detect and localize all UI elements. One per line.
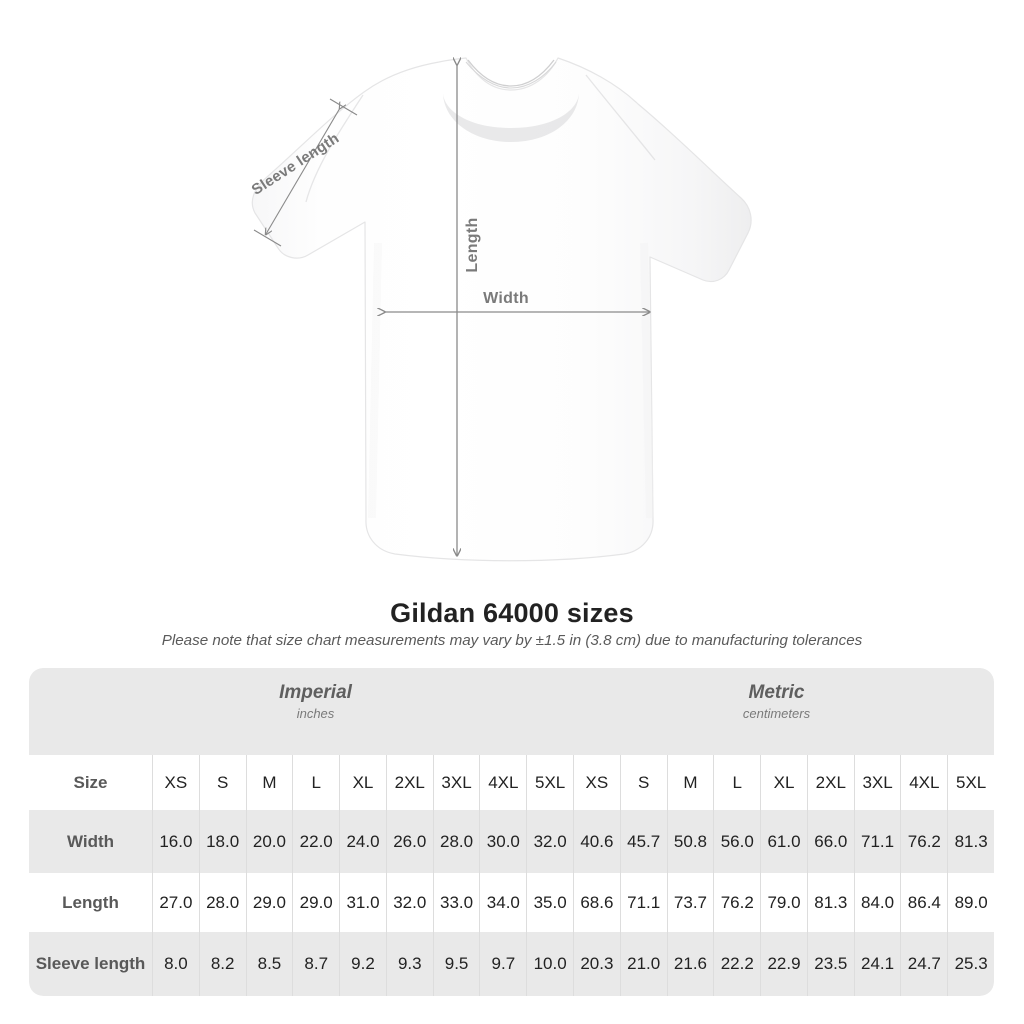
- svg-text:Width: Width: [483, 290, 529, 307]
- svg-text:Length: Length: [464, 217, 481, 272]
